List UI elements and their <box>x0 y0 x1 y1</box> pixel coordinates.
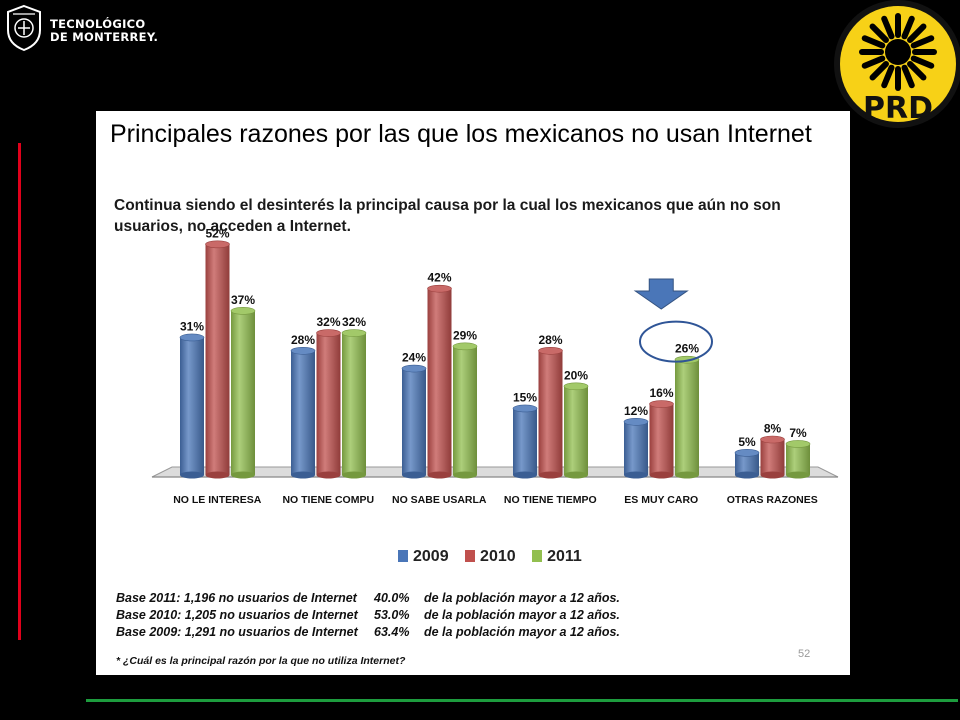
legend-swatch-2011 <box>532 550 543 562</box>
tec-logo-line1: TECNOLÓGICO <box>50 17 146 31</box>
base-note-text: Base 2011: 1,196 no usuarios de Internet <box>116 591 357 605</box>
data-label: 16% <box>649 386 673 400</box>
legend-swatch-2009 <box>398 550 408 562</box>
highlight-circle <box>639 320 713 363</box>
prd-logo-text: PRD <box>863 91 933 126</box>
legend-item-2011: 2011 <box>532 548 582 566</box>
base-note-pct: 53.0% <box>374 608 410 622</box>
base-note-2009: Base 2009: 1,291 no usuarios de Internet… <box>116 624 620 641</box>
category-label: NO SABE USARLA <box>392 494 487 506</box>
data-label: 28% <box>291 333 315 347</box>
data-label: 5% <box>738 435 756 449</box>
data-label: 37% <box>231 293 255 307</box>
slide-panel: 31% 52% 37% NO LE INTERESA 28% 32% 32% NO TIENE… <box>96 111 850 675</box>
data-label: 32% <box>316 315 340 329</box>
category-label: NO LE INTERESA <box>173 494 262 506</box>
bar-2009-4 <box>623 417 649 479</box>
base-note-text: Base 2009: 1,291 no usuarios de Internet <box>116 625 358 639</box>
tec-seal-icon <box>7 4 41 52</box>
data-label: 32% <box>342 315 366 329</box>
bar-2011-0 <box>230 307 256 479</box>
category-label: NO TIENE TIEMPO <box>504 494 597 506</box>
base-note-2010: Base 2010: 1,205 no usuarios de Internet… <box>116 607 620 624</box>
bar-2010-2 <box>427 284 452 479</box>
base-note-desc: de la población mayor a 12 años. <box>424 625 620 639</box>
base-note-pct: 63.4% <box>374 625 410 639</box>
bar-2009-5 <box>734 449 760 479</box>
green-accent-line <box>86 699 958 702</box>
tec-logo-line2: DE MONTERREY. <box>50 30 159 44</box>
legend-item-2010: 2010 <box>465 548 516 566</box>
highlight-arrow-icon <box>633 278 689 310</box>
data-label: 12% <box>624 404 648 418</box>
category-label: NO TIENE COMPU <box>282 494 374 506</box>
tec-logo-text: TECNOLÓGICO DE MONTERREY. <box>50 18 158 44</box>
data-label: 28% <box>538 333 562 347</box>
data-label: 20% <box>564 368 588 382</box>
legend-label-2010: 2010 <box>480 548 516 565</box>
legend-item-2009: 2009 <box>398 548 449 566</box>
data-label: 29% <box>453 328 477 342</box>
bar-2011-1 <box>341 329 367 479</box>
bar-2010-5 <box>760 435 785 479</box>
base-note-2011: Base 2011: 1,196 no usuarios de Internet… <box>116 590 620 607</box>
slide-title: Principales razones por las que los mexi… <box>110 120 812 148</box>
bar-2010-3 <box>538 346 563 479</box>
bar-2011-4 <box>674 355 700 479</box>
tec-monterrey-logo: TECNOLÓGICO DE MONTERREY. <box>4 4 164 56</box>
bar-2010-4 <box>649 400 674 479</box>
data-label: 26% <box>675 342 699 356</box>
prd-sun-icon <box>859 13 937 91</box>
bar-2011-2 <box>452 342 478 479</box>
prd-logo: PRD <box>834 0 960 128</box>
bar-2011-3 <box>563 382 589 479</box>
page-number: 52 <box>798 648 811 660</box>
legend-label-2011: 2011 <box>547 548 582 565</box>
bar-2011-5 <box>785 440 811 479</box>
bar-2009-0 <box>179 333 205 479</box>
base-note-text: Base 2010: 1,205 no usuarios de Internet <box>116 608 358 622</box>
bar-2010-0 <box>205 240 230 479</box>
data-label: 7% <box>789 426 807 440</box>
base-notes: Base 2011: 1,196 no usuarios de Internet… <box>116 590 620 641</box>
category-label: ES MUY CARO <box>624 494 698 506</box>
data-label: 15% <box>513 390 537 404</box>
legend-label-2009: 2009 <box>413 548 449 565</box>
base-note-desc: de la población mayor a 12 años. <box>424 608 620 622</box>
base-note-desc: de la población mayor a 12 años. <box>424 591 620 605</box>
base-note-pct: 40.0% <box>374 591 410 605</box>
data-label: 52% <box>205 226 229 240</box>
data-label: 8% <box>764 422 782 436</box>
red-accent-line <box>18 143 21 640</box>
bar-2009-3 <box>512 404 538 479</box>
question-footnote: * ¿Cuál es la principal razón por la que… <box>116 655 406 667</box>
bar-2009-2 <box>401 364 427 479</box>
category-label: OTRAS RAZONES <box>727 494 818 506</box>
legend-swatch-2010 <box>465 550 476 562</box>
slide-subtitle: Continua siendo el desinterés la princip… <box>114 197 781 235</box>
bar-2009-1 <box>290 346 316 479</box>
chart-legend: 2009 2010 2011 <box>398 548 594 568</box>
data-label: 31% <box>180 319 204 333</box>
bar-2010-1 <box>316 329 341 479</box>
data-label: 24% <box>402 351 426 365</box>
data-label: 42% <box>427 271 451 285</box>
